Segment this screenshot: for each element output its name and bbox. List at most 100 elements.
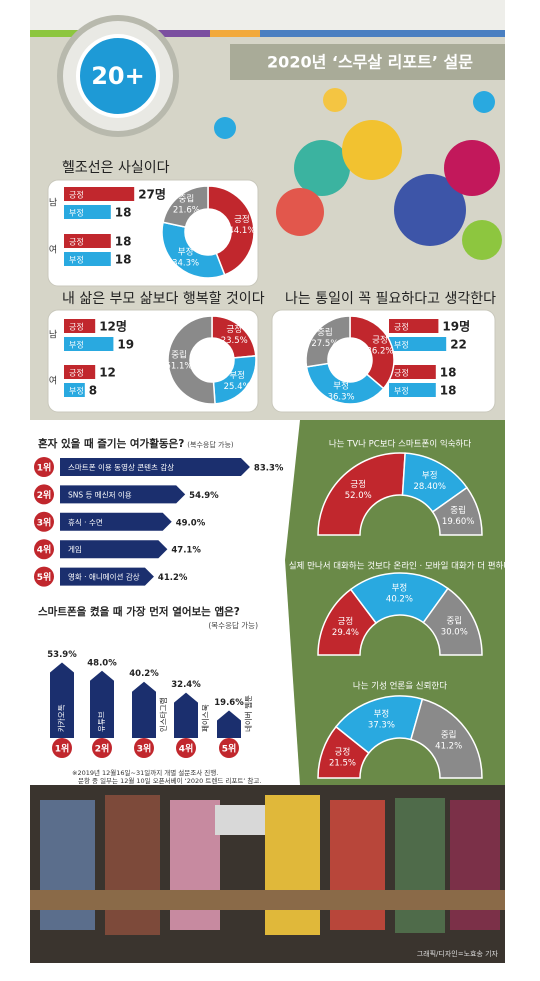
slice-label: 부정 [333,380,349,391]
category-label: 인스타그램 [158,697,168,732]
value-label: 29.4% [332,628,359,638]
rank-badge [176,738,196,758]
rank-label: 4위 [179,743,194,755]
person [395,798,445,933]
slice-label: 중립 [446,617,462,627]
left-panel [30,420,300,785]
rank-label: 3위 [37,516,52,528]
chart-title: 스마트폰을 켰을 때 가장 먼저 열어보는 앱은? [38,605,240,618]
slice-label: 중립 [441,731,457,741]
value-label: 28.40% [414,482,446,492]
panel-title: 내 삶은 부모 삶보다 행복할 것이다 [62,291,265,307]
stripe [210,30,260,37]
rank-badge [34,511,54,532]
series-label: 부정 [69,340,84,350]
value-label: 23.5% [221,336,248,346]
value-label: 18 [440,366,457,380]
bubble [394,174,466,246]
bar [90,670,114,738]
badge [76,34,160,118]
rank-badge [34,566,54,587]
bubble [342,120,402,180]
slice [349,315,395,390]
value-label: 18 [115,235,132,249]
person [40,800,95,930]
bubble [294,140,350,196]
slice [162,185,209,229]
bar [64,383,85,397]
series-label: 긍정 [69,322,84,332]
value-label: 21.6% [173,206,200,216]
bar [389,383,436,397]
category-label: 영화 · 애니메이션 감상 [68,572,140,582]
bubble [276,188,324,236]
series-label: 부정 [69,255,84,265]
slice [305,362,385,405]
series-label: 긍정 [69,368,84,378]
bench [30,890,505,910]
bar [389,319,439,333]
rank-label: 5위 [222,743,237,755]
rank-label: 5위 [37,571,52,583]
slice [167,315,216,405]
chart-subtitle: (복수응답 가능) [187,440,234,449]
slice [422,587,483,656]
bar [60,485,186,504]
bubble [214,117,236,139]
slice [207,185,255,276]
value-label: 47.1% [171,546,201,556]
value-label: 54.9% [189,491,219,501]
chart-title: 혼자 있을 때 즐기는 여가활동은? [38,437,184,450]
value-label: 19.6% [214,698,244,708]
chart-title: 나는 TV나 PC보다 스마트폰이 익숙하다 [329,439,472,450]
slice [431,486,483,536]
value-label: 41.2% [158,573,188,583]
slice-label: 긍정 [335,746,351,757]
value-label: 48.0% [87,658,117,668]
person [170,800,220,930]
rank-badge [52,738,72,758]
slice-label: 중립 [171,351,187,361]
category-label: 페이스북 [200,704,210,732]
title-band [230,44,505,80]
footnote: ※2019년 12월16일~31일까지 개별 설문조사 진행. [72,768,218,777]
category-label: SNS 등 메신저 이용 [68,489,132,499]
credit: 그래픽/디자인=노효송 기자 [417,949,499,958]
value-label: 32.4% [171,680,201,690]
value-label: 53.9% [47,650,77,660]
bar [64,337,114,351]
slice [317,452,406,536]
rank-label: 1위 [55,743,70,755]
bar [64,252,111,266]
bar [132,681,156,738]
value-label: 19 [117,338,134,352]
category-label: 남 [49,330,57,341]
category-label: 남 [49,198,57,209]
rank-label: 2위 [37,489,52,501]
slice [409,698,483,779]
stripe [260,30,505,37]
series-label: 긍정 [394,368,409,378]
value-label: 12명 [99,320,127,334]
bar [64,187,135,201]
bar [174,692,198,738]
laptop [215,805,270,835]
value-label: 27명 [138,188,166,202]
value-label: 44.1% [228,226,255,236]
series-label: 부정 [69,386,84,396]
bubble [462,220,502,260]
series-label: 부정 [394,340,409,350]
bar [64,205,111,219]
bar [389,365,436,379]
value-label: 37.3% [368,720,395,730]
bar [217,710,241,738]
value-label: 40.2% [386,595,413,605]
slice-label: 부정 [392,583,408,594]
value-label: 21.5% [329,758,356,768]
value-label: 51.1% [166,362,193,372]
value-label: 19명 [442,320,470,334]
person [105,795,160,935]
bubble [444,140,500,196]
bubble [473,91,495,113]
